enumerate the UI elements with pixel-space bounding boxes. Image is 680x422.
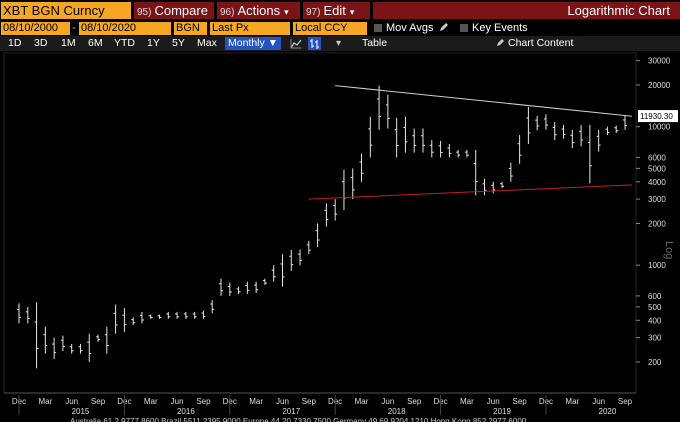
log-axis-label: Log: [663, 241, 675, 259]
x-month-label-10: Jun: [276, 397, 289, 406]
source-field[interactable]: BGN: [174, 22, 207, 35]
x-year-label-5: 2020: [599, 407, 617, 416]
x-year-label-1: 2016: [177, 407, 195, 416]
y-tick-label-5: 1000: [648, 261, 666, 270]
y-tick-label-12: 20000: [648, 81, 671, 90]
y-axis: 200 300 400 500 600 1000 2000 3000 4000 5000 6000 1…: [636, 57, 671, 367]
range-5y[interactable]: 5Y: [172, 37, 185, 49]
compare-label: Compare: [154, 3, 208, 18]
x-month-label-3: Sep: [91, 397, 106, 406]
last-price-marker: 11930.30: [638, 110, 678, 123]
y-tick-label-0: 200: [648, 358, 662, 367]
y-tick-label-2: 400: [648, 316, 662, 325]
x-month-label-21: Mar: [565, 397, 579, 406]
resistance-trendline: [335, 85, 633, 117]
x-month-label-14: Jun: [381, 397, 394, 406]
x-month-label-22: Jun: [592, 397, 605, 406]
x-month-label-13: Mar: [355, 397, 369, 406]
range-6m[interactable]: 6M: [88, 37, 103, 49]
actions-chevron-icon: ▾: [284, 7, 289, 17]
x-month-label-15: Sep: [407, 397, 422, 406]
edit-pen-icon: [497, 39, 504, 46]
x-month-label-5: Mar: [144, 397, 158, 406]
actions-label: Actions: [237, 3, 281, 18]
range-ytd[interactable]: YTD: [114, 37, 135, 49]
x-month-label-18: Jun: [487, 397, 500, 406]
y-tick-label-1: 300: [648, 334, 662, 343]
chart-type-chevron-icon[interactable]: ▾: [336, 38, 342, 49]
trendlines: [308, 85, 633, 200]
date-separator: -: [72, 22, 76, 34]
currency-field[interactable]: Local CCY: [293, 22, 367, 35]
ohlc-series: [17, 85, 627, 369]
edit-num: 97): [306, 7, 321, 18]
price-chart[interactable]: 200 300 400 500 600 1000 2000 3000 4000 5000 6000 1…: [0, 51, 680, 422]
x-year-label-0: 2015: [72, 407, 90, 416]
settings-bar: 08/10/2000 - 08/10/2020 BGN Last Px Loca…: [0, 21, 680, 36]
y-tick-label-3: 500: [648, 303, 662, 312]
ohlc-chart-icon[interactable]: [308, 37, 321, 50]
x-year-label-4: 2019: [493, 407, 511, 416]
x-month-label-9: Mar: [249, 397, 263, 406]
end-date-field[interactable]: 08/10/2020: [79, 22, 171, 35]
y-tick-label-9: 5000: [648, 164, 666, 173]
chart-title: Logarithmic Chart: [373, 2, 680, 19]
compare-button[interactable]: 95) Compare: [134, 2, 214, 19]
key-events-checkbox[interactable]: [460, 24, 468, 32]
mov-avgs-label: Mov Avgs: [386, 22, 434, 34]
edit-button[interactable]: 97) Edit ▾: [303, 2, 370, 19]
range-1m[interactable]: 1M: [61, 37, 76, 49]
x-year-label-3: 2018: [388, 407, 406, 416]
last-price-label: 11930.30: [640, 112, 673, 121]
edit-label: Edit: [323, 3, 346, 18]
table-button[interactable]: Table: [362, 37, 388, 49]
edit-chevron-icon: ▾: [349, 7, 355, 17]
x-axis: Dec Mar Jun Sep Dec Mar Jun Sep Dec Mar Jun Sep Dec M…: [4, 392, 636, 416]
y-tick-label-11: 10000: [648, 123, 671, 132]
x-month-label-6: Jun: [171, 397, 184, 406]
x-month-label-7: Sep: [196, 397, 211, 406]
y-tick-label-13: 30000: [648, 57, 671, 66]
plot-area: [3, 52, 637, 394]
period-dropdown[interactable]: Monthly ▼: [225, 37, 282, 50]
y-tick-label-6: 2000: [648, 220, 666, 229]
key-events-label: Key Events: [472, 22, 528, 34]
key-events-toggle[interactable]: Key Events: [460, 22, 528, 35]
ticker-field[interactable]: XBT BGN Curncy: [1, 2, 131, 19]
x-month-label-1: Mar: [38, 397, 52, 406]
x-month-label-19: Sep: [512, 397, 527, 406]
mov-avgs-checkbox[interactable]: [374, 24, 382, 32]
compare-num: 95): [137, 7, 152, 18]
range-3d[interactable]: 3D: [34, 37, 48, 49]
x-month-label-11: Sep: [302, 397, 317, 406]
y-tick-label-4: 600: [648, 292, 662, 301]
mov-avgs-toggle[interactable]: Mov Avgs: [374, 22, 449, 35]
x-month-label-17: Mar: [460, 397, 474, 406]
start-date-field[interactable]: 08/10/2000: [1, 22, 70, 35]
chart-content-button[interactable]: Chart Content: [496, 37, 573, 50]
range-bar: 1D 3D 1M 6M YTD 1Y 5Y Max Monthly ▼ ▾ Ta…: [0, 36, 680, 51]
x-month-label-2: Jun: [65, 397, 78, 406]
support-trendline: [308, 184, 633, 200]
footer-note: Australia 61 2 9777 8600 Brazil 5511 239…: [70, 417, 527, 422]
pencil-icon[interactable]: [439, 22, 449, 32]
y-tick-label-8: 4000: [648, 178, 666, 187]
range-1y[interactable]: 1Y: [147, 37, 160, 49]
x-month-label-23: Sep: [618, 397, 633, 406]
y-tick-label-7: 3000: [648, 195, 666, 204]
range-1d[interactable]: 1D: [8, 37, 22, 49]
x-year-label-2: 2017: [282, 407, 300, 416]
chart-content-label: Chart Content: [508, 37, 574, 49]
last-price-box: [638, 110, 678, 123]
range-max[interactable]: Max: [197, 37, 217, 49]
actions-num: 96): [220, 7, 235, 18]
command-bar: XBT BGN Curncy 95) Compare 96) Actions ▾ 97…: [0, 0, 680, 21]
line-chart-icon[interactable]: [290, 38, 302, 51]
price-field[interactable]: Last Px: [210, 22, 290, 35]
actions-button[interactable]: 96) Actions ▾: [217, 2, 300, 19]
y-tick-label-10: 6000: [648, 153, 666, 162]
